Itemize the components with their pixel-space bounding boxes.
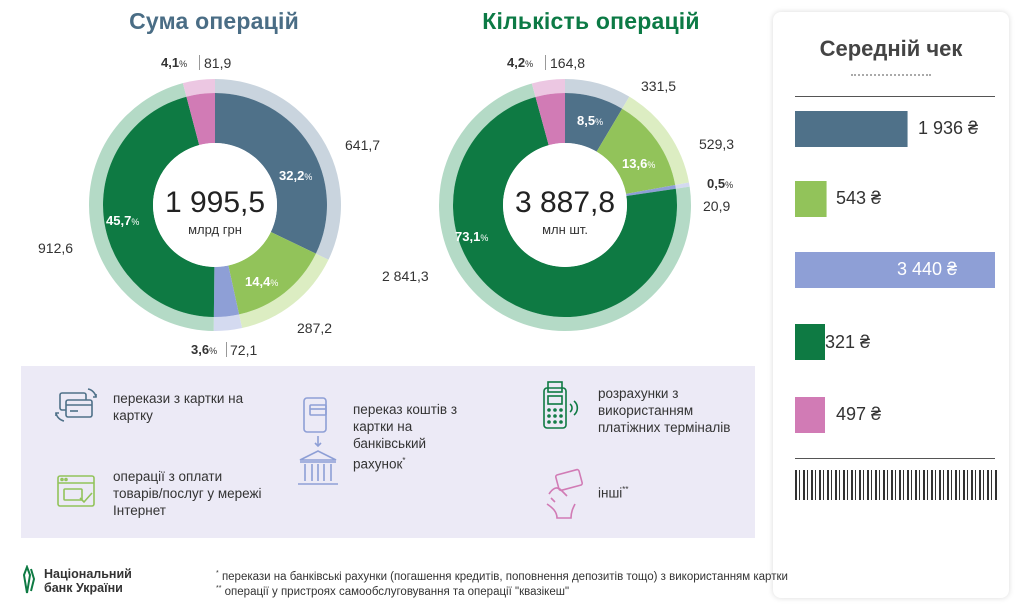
sum-slice (228, 231, 316, 315)
average-check-bar (795, 397, 825, 433)
sum-slice (215, 93, 328, 254)
count-value-label: 331,5 (641, 78, 677, 94)
sum-outer-ring-segment (215, 79, 341, 260)
sum-outer-ring-segment (88, 83, 214, 331)
count-chart-title: Кількість операцій (482, 8, 700, 34)
count-outer-ring-segment (531, 79, 565, 97)
sum-total-unit: млрд грн (188, 222, 242, 237)
sum-outer-ring-segment (182, 79, 215, 97)
count-outer-ring-segment (675, 182, 690, 189)
sum-value-label: 72,1 (230, 342, 258, 358)
count-slice (626, 184, 676, 196)
count-total-unit: млн шт. (542, 222, 588, 237)
footnote-1: * перекази на банківські рахунки (погаше… (216, 570, 788, 583)
count-percent-label: 73,1% (455, 229, 489, 244)
count-slice (453, 96, 677, 317)
average-check-value: 543 ₴ (836, 188, 882, 208)
title-underline (851, 74, 931, 76)
nbu-logo-icon (22, 565, 36, 594)
sum-slice (213, 265, 240, 317)
count-percent-label: 4,2% (507, 55, 534, 70)
legend-internet: операції з оплати товарів/послуг у мереж… (113, 469, 262, 518)
bank-name: Національний банк України (44, 567, 132, 595)
sum-outer-ring-segment (213, 314, 243, 331)
count-slice (535, 93, 565, 146)
count-percent-label: 0,5% (707, 176, 734, 191)
sum-percent-label: 3,6% (191, 342, 218, 357)
count-outer-ring-segment (622, 96, 689, 185)
card-to-account-icon (298, 397, 338, 485)
count-slice (565, 93, 623, 152)
sum-slice (186, 93, 215, 146)
sum-percent-label: 4,1% (161, 55, 188, 70)
count-center-hole (503, 143, 627, 267)
barcode (795, 470, 999, 500)
receipt-separator (795, 458, 995, 459)
average-check-bar (795, 252, 995, 288)
average-check-value: 3 440 ₴ (897, 259, 958, 279)
hand-card-icon (546, 468, 584, 519)
sum-outer-ring-segment (239, 253, 329, 329)
count-slice (596, 108, 676, 194)
count-value-label: 20,9 (703, 198, 731, 214)
average-check-value: 497 ₴ (836, 404, 882, 424)
sum-chart-title: Сума операцій (129, 8, 299, 34)
legend (21, 366, 755, 538)
average-check-value: 1 936 ₴ (918, 118, 979, 138)
count-value-label: 2 841,3 (382, 268, 429, 284)
count-donut-chart (439, 79, 691, 331)
card-transfer-icon (55, 388, 97, 422)
average-check-title: Середній чек (819, 36, 963, 61)
sum-value-label: 641,7 (345, 137, 381, 153)
sum-value-label: 81,9 (204, 55, 232, 71)
average-check-receipt: Середній чек (773, 12, 1009, 598)
count-percent-label: 13,6% (622, 156, 656, 171)
count-value-label: 529,3 (699, 136, 735, 152)
sum-slice (102, 96, 215, 317)
sum-center-hole (153, 143, 277, 267)
legend-other: інші** (598, 485, 629, 501)
average-check-bar (795, 181, 827, 217)
label-divider (199, 55, 200, 70)
sum-percent-label: 32,2% (279, 168, 313, 183)
count-outer-ring-segment (565, 79, 630, 109)
count-percent-label: 8,5% (577, 113, 604, 128)
sum-value-label: 287,2 (297, 320, 333, 336)
average-check-bar (795, 111, 908, 147)
legend-pos: розрахунки з використанням платіжних тер… (598, 386, 731, 435)
average-check-bar (795, 324, 825, 360)
legend-card-to-account: переказ коштів з картки на банківський р… (353, 402, 458, 472)
label-divider (545, 55, 546, 70)
sum-value-label: 912,6 (38, 240, 74, 256)
average-check-value: 321 ₴ (825, 332, 871, 352)
footnote-2: ** операції у пристроях самообслуговуван… (216, 585, 570, 598)
count-value-label: 164,8 (550, 55, 586, 71)
legend-card-to-card: перекази з картки на картку (113, 391, 244, 423)
sum-donut-chart (88, 79, 341, 331)
sum-percent-label: 45,7% (106, 213, 140, 228)
receipt-separator (795, 96, 995, 97)
payment-terminal-icon (543, 381, 579, 429)
sum-percent-label: 14,4% (245, 274, 279, 289)
internet-payment-icon (57, 475, 95, 507)
count-total-value: 3 887,8 (514, 186, 616, 219)
sum-total-value: 1 995,5 (164, 186, 266, 219)
label-divider (226, 342, 227, 357)
average-check-bar-chart (795, 111, 995, 433)
